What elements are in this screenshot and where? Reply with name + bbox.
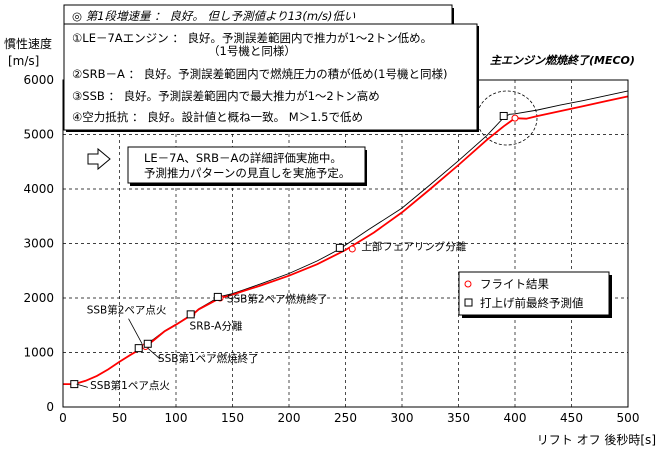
annotation-label: SSB第2ペア燃焼終了 xyxy=(227,292,328,305)
tick-labels: 0 50 100 150 200 250 300 350 400 450 5000100020003… xyxy=(23,73,639,425)
y-axis-title-line-2: [m/s] xyxy=(8,54,39,68)
x-tick-label: 150 xyxy=(221,411,244,425)
annotation-label: SSB第2ペア点火 xyxy=(87,303,167,316)
marker-prediction xyxy=(186,310,195,319)
annotation-label: SSB第1ペア燃焼終了 xyxy=(158,352,259,365)
annotation-leader xyxy=(128,318,143,344)
x-axis-title: リフト オフ 後秒時[s] xyxy=(537,433,656,447)
x-tick-label: 400 xyxy=(504,411,527,425)
legend-marker-prediction xyxy=(464,298,473,307)
info-line-3: ②SRB－A ： 良好。予測誤差範囲内で燃焼圧力の積が低め(1号機と同様) xyxy=(72,67,447,81)
meco-highlight-circle xyxy=(476,90,538,146)
annotation-leader xyxy=(76,383,88,388)
annotation-leader xyxy=(147,347,161,360)
x-tick-label: 350 xyxy=(447,411,470,425)
marker-prediction xyxy=(335,243,344,252)
marker-prediction xyxy=(213,292,222,301)
meco-label: 主エンジン燃焼終了(MECO) xyxy=(490,54,635,67)
x-tick-label: 250 xyxy=(334,411,357,425)
legend-label-prediction: 打上げ前最終予測値 xyxy=(480,296,584,310)
info-line-2: （1号機と同様） xyxy=(208,44,296,58)
marker-prediction xyxy=(499,111,508,120)
x-tick-label: 50 xyxy=(112,411,127,425)
y-axis-title-line-1: 慣性速度 xyxy=(4,36,52,51)
marker-prediction xyxy=(143,339,152,348)
marker-flight-result xyxy=(511,114,519,122)
marker-prediction xyxy=(134,344,143,353)
y-tick-label: 5000 xyxy=(23,128,54,142)
x-tick-label: 0 xyxy=(59,411,67,425)
y-tick-label: 6000 xyxy=(23,73,54,87)
annotation-label: SSB第1ペア点火 xyxy=(90,379,170,392)
y-tick-label: 4000 xyxy=(23,182,54,196)
info-line-5: ④空力抵抗 ： 良好。設計値と概ね一致。 M＞1.5で低め xyxy=(72,110,363,124)
note-line-2: 予測推力パターンの見直しを実施予定。 xyxy=(144,166,350,180)
info-box: ◎ 第1段増速量 ： 良好。 但し予測値より13(m/s)低い ①LE－7Aエン… xyxy=(63,4,479,132)
info-box-heading: ◎ 第1段増速量 ： 良好。 但し予測値より13(m/s)低い xyxy=(72,9,356,23)
y-tick-label: 3000 xyxy=(23,237,54,251)
x-tick-label: 100 xyxy=(165,411,188,425)
note-line-1: LE－7A、SRB－Aの詳細評価実施中。 xyxy=(144,151,342,165)
legend-marker-flight-result xyxy=(464,280,472,288)
legend-label-flight-result: フライト結果 xyxy=(480,277,549,291)
info-line-1: ①LE－7Aエンジン ： 良好。予測誤差範囲内で推力が1～2トン低め。 xyxy=(72,31,432,45)
y-tick-label: 0 xyxy=(46,400,54,414)
series-markers xyxy=(70,111,519,389)
y-tick-label: 2000 xyxy=(23,291,54,305)
x-tick-label: 200 xyxy=(278,411,301,425)
x-tick-label: 500 xyxy=(617,411,640,425)
y-tick-label: 1000 xyxy=(23,346,54,360)
annotation-label: SRB-A分離 xyxy=(190,320,243,333)
legend: フライト結果 打上げ前最終予測値 xyxy=(458,271,612,318)
annotation-label: 上部フェアリング分離 xyxy=(361,240,466,253)
x-tick-label: 300 xyxy=(391,411,414,425)
note-arrow-icon xyxy=(87,147,111,171)
marker-flight-result xyxy=(348,245,356,253)
info-line-4: ③SSB ： 良好。予測誤差範囲内で最大推力が1～2トン高め xyxy=(72,89,380,103)
note-box: LE－7A、SRB－Aの詳細評価実施中。 予測推力パターンの見直しを実施予定。 xyxy=(127,146,367,186)
x-tick-label: 450 xyxy=(560,411,583,425)
annotations: SSB第1ペア点火 SSB第2ペア点火 SSB第1ペア燃焼終了 SRB-A分離 SSB第… xyxy=(76,240,467,392)
